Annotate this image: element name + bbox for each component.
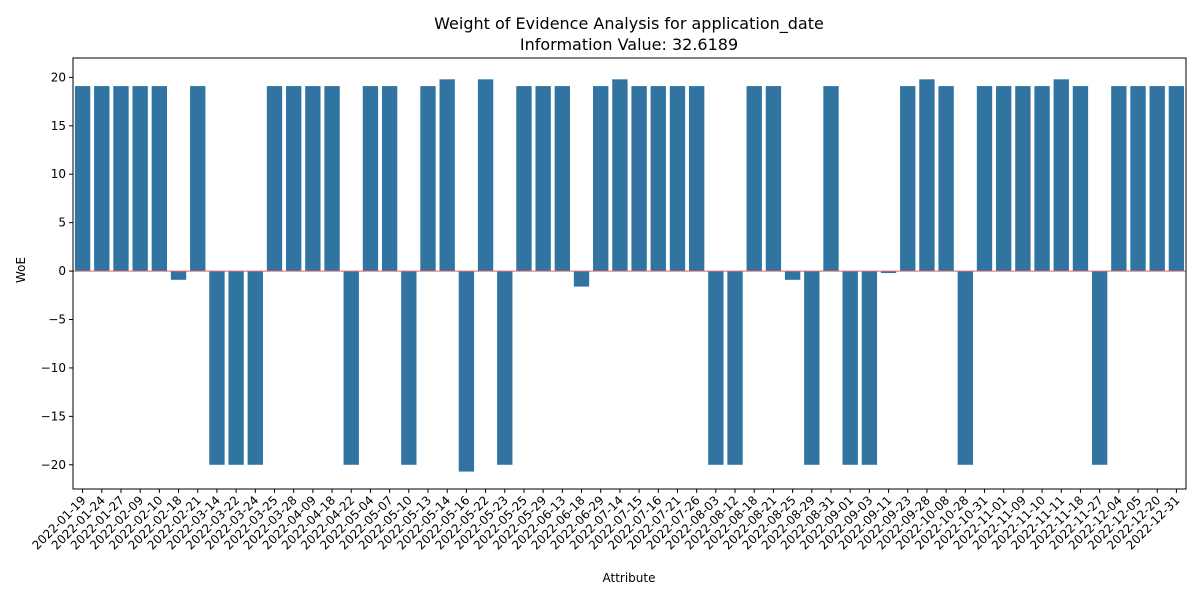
bar-2022-08-12 (727, 271, 743, 465)
bar-2022-03-25 (266, 86, 283, 272)
chart-title: Weight of Evidence Analysis for applicat… (434, 14, 824, 34)
bar-2022-07-21 (669, 86, 686, 272)
bar-2022-04-18 (324, 86, 340, 272)
bar-2022-01-19 (74, 86, 91, 272)
y-tick-label: −20 (41, 458, 66, 472)
bar-2022-05-23 (497, 271, 513, 465)
bar-2022-11-09 (1015, 86, 1031, 272)
bar-2022-02-10 (151, 86, 168, 272)
bar-2022-07-16 (650, 86, 666, 272)
bar-2022-02-21 (190, 86, 206, 272)
bar-2022-03-22 (228, 271, 244, 465)
y-tick-label: 20 (51, 70, 66, 84)
bar-2022-02-18 (170, 271, 187, 280)
bar-2022-01-27 (113, 86, 129, 272)
bar-2022-08-18 (746, 86, 762, 272)
bar-2022-05-07 (381, 86, 398, 272)
x-axis-title: Attribute (603, 571, 656, 585)
bar-2022-08-21 (765, 86, 782, 272)
bar-2022-10-31 (976, 86, 993, 272)
bar-2022-11-01 (996, 86, 1012, 272)
bar-2022-09-28 (919, 79, 935, 272)
bar-2022-04-09 (305, 86, 321, 272)
bar-2022-05-25 (516, 86, 532, 272)
bar-2022-03-14 (209, 271, 225, 465)
bar-2022-10-28 (957, 271, 973, 465)
bar-2022-01-24 (94, 86, 110, 272)
y-tick-label: 0 (58, 264, 66, 278)
bar-2022-06-13 (554, 86, 571, 272)
bar-2022-09-23 (900, 86, 916, 272)
bar-2022-05-16 (458, 271, 475, 472)
bar-2022-08-31 (823, 86, 839, 272)
bar-2022-12-05 (1130, 86, 1146, 272)
y-tick-label: 15 (51, 119, 66, 133)
bar-2022-06-29 (593, 86, 609, 272)
bar-2022-05-04 (362, 86, 379, 272)
plot-area-frame (72, 57, 1187, 490)
bar-2022-09-11 (880, 271, 897, 274)
y-tick-label: −5 (48, 313, 66, 327)
bar-2022-05-22 (477, 79, 494, 272)
y-tick-label: −10 (41, 361, 66, 375)
bar-2022-07-14 (612, 79, 628, 272)
bar-2022-07-26 (688, 86, 705, 272)
bar-2022-06-18 (573, 271, 590, 287)
bar-2022-09-03 (861, 271, 878, 465)
y-tick-label: −15 (41, 409, 66, 423)
chart-subtitle: Information Value: 32.6189 (520, 35, 738, 54)
bar-2022-03-28 (286, 86, 302, 272)
bar-2022-11-18 (1072, 86, 1089, 272)
bar-2022-11-10 (1034, 86, 1050, 272)
bar-2022-12-20 (1149, 86, 1165, 272)
bar-2022-10-08 (938, 86, 954, 272)
bar-2022-12-04 (1111, 86, 1127, 272)
bar-2022-08-03 (708, 271, 724, 465)
bar-2022-03-24 (247, 271, 263, 465)
bars (74, 79, 1185, 472)
bar-2022-08-29 (804, 271, 820, 465)
bar-2022-11-11 (1053, 79, 1069, 272)
bar-2022-12-31 (1168, 86, 1185, 272)
bar-2022-05-10 (401, 271, 417, 465)
bar-2022-02-09 (132, 86, 148, 272)
y-tick-label: 10 (51, 167, 66, 181)
bar-2022-09-01 (842, 271, 858, 465)
bar-2022-04-22 (343, 271, 359, 465)
y-axis-title: WoE (14, 257, 28, 283)
bar-2022-05-29 (535, 86, 551, 272)
bar-2022-07-15 (631, 86, 647, 272)
bar-2022-11-27 (1091, 271, 1108, 465)
y-axis: −20 −15 −10 −5 0 5 10 15 20 (41, 70, 73, 472)
y-tick-label: 5 (58, 216, 66, 230)
bar-2022-08-25 (784, 271, 801, 280)
x-axis: 2022-01-192022-01-242022-01-272022-02-09… (29, 489, 1183, 552)
bar-2022-05-13 (420, 86, 436, 272)
bar-2022-05-14 (439, 79, 455, 272)
